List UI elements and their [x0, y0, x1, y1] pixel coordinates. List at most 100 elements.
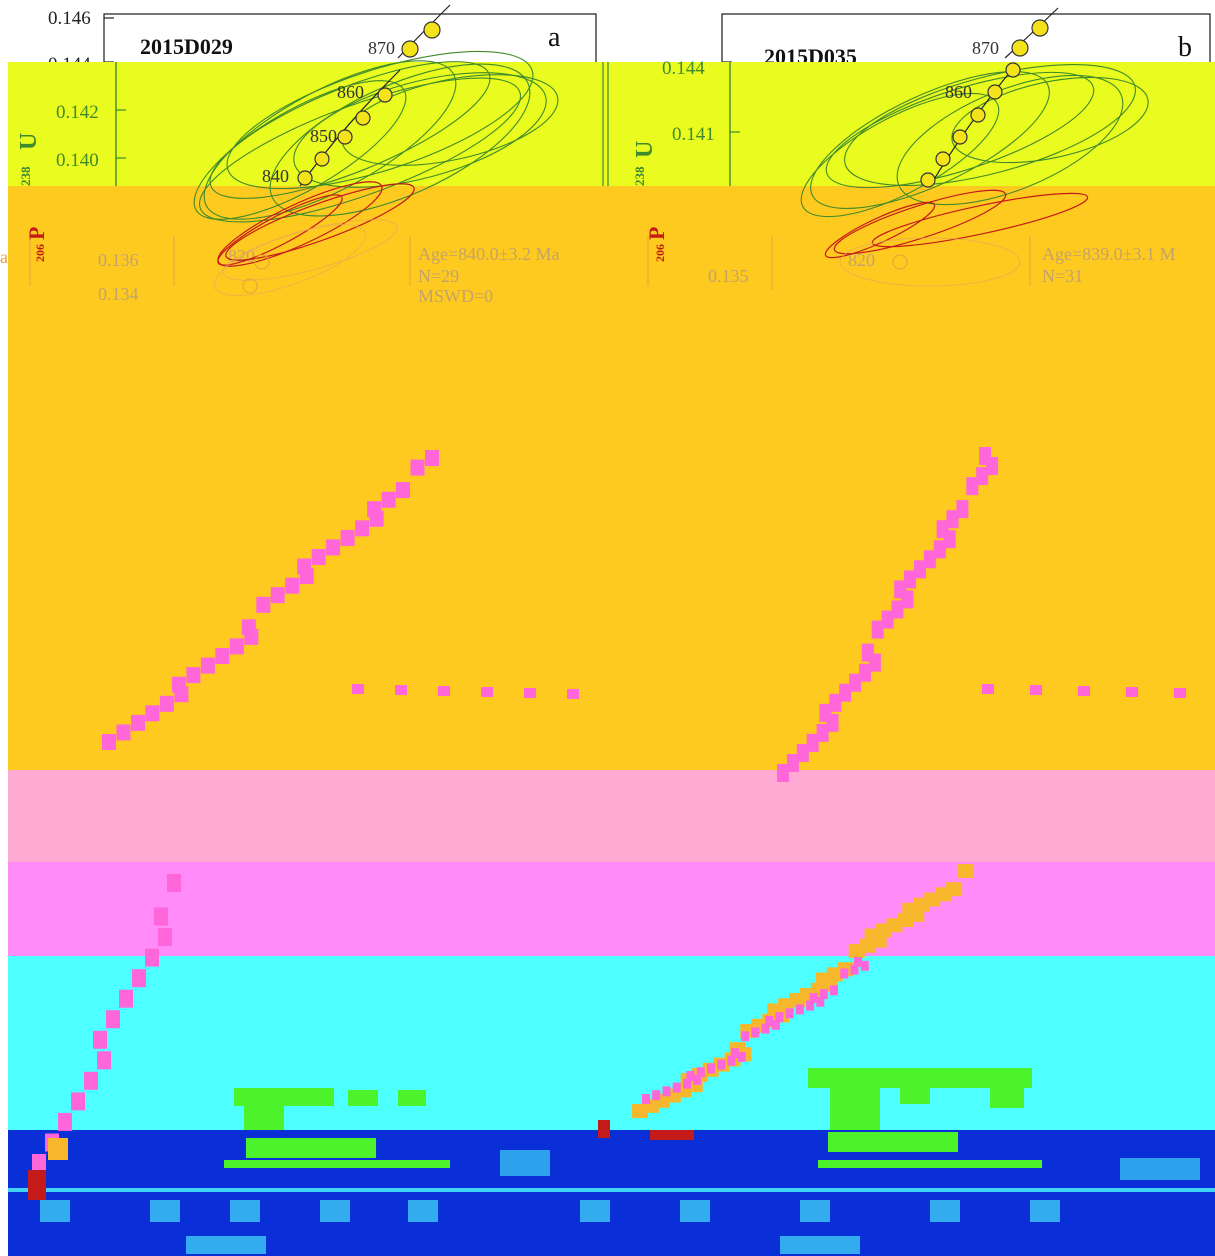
- glitch-mark: [97, 1051, 111, 1070]
- age-dot-870-a: [401, 40, 419, 58]
- age-dot-880-b: [1031, 19, 1049, 37]
- age-dot-820-b: [892, 254, 908, 270]
- glitch-mark: [154, 907, 168, 926]
- glitch-mark: [381, 491, 396, 508]
- glitch-mark: [830, 985, 838, 996]
- x-tick-label-block: [40, 1200, 70, 1222]
- panel-letter-a-faded: a: [0, 247, 8, 267]
- y-tick-0146-a: 0.146: [48, 8, 91, 29]
- glitch-mark: [696, 1067, 705, 1078]
- y-axis-superscript-b: 238: [632, 166, 647, 186]
- glitch-mark: [806, 733, 819, 752]
- glitch-mark: [923, 550, 936, 569]
- glitch-mark: [145, 948, 159, 967]
- y-tick-0140-a: 0.140: [56, 150, 99, 171]
- y-tick-0141-b: 0.141: [672, 124, 715, 145]
- glitch-mark: [894, 580, 907, 599]
- glitch-mark: [311, 549, 326, 565]
- error-ellipse: [293, 72, 547, 188]
- age-dot-860-a: [377, 87, 393, 103]
- y-tick-0134-a: 0.134: [98, 284, 139, 304]
- error-ellipse: [833, 189, 1007, 255]
- error-ellipse: [198, 77, 522, 223]
- red-block: [598, 1120, 610, 1138]
- x-tick-label-block: [1030, 1200, 1060, 1222]
- glitch-mark: [861, 643, 874, 662]
- glitch-mark: [850, 964, 859, 975]
- glitch-mark: [285, 577, 300, 594]
- glitch-mark: [425, 450, 439, 466]
- glitch-mark: [871, 620, 884, 639]
- error-ellipse: [871, 192, 1089, 248]
- green-block: [244, 1106, 284, 1130]
- bottom-ticks: [8, 1120, 1215, 1254]
- panel-letter-a: a: [548, 22, 561, 53]
- error-ellipse: [193, 80, 407, 220]
- glitch-marks: [32, 447, 1186, 1172]
- red-block: [28, 1170, 46, 1200]
- glitch-mark: [340, 529, 355, 546]
- green-block: [900, 1088, 930, 1104]
- glitch-mark: [116, 724, 131, 741]
- glitch-mark: [761, 1023, 770, 1034]
- concordia-label-820-b: 820: [848, 250, 875, 270]
- x-tick-label-block: [320, 1200, 350, 1222]
- glitch-mark: [829, 693, 842, 712]
- age-dot-840-a: [297, 170, 313, 186]
- age-dot-845-a: [314, 151, 330, 167]
- error-ellipse: [839, 237, 1021, 287]
- sample-label-a: 2015D029: [140, 34, 233, 59]
- n-text-a: N=29: [418, 266, 459, 286]
- glitch-mark: [132, 969, 146, 988]
- y-axis-unit-a: U: [16, 133, 42, 150]
- band-blue: [8, 1130, 1215, 1256]
- glitch-mark: [396, 482, 410, 499]
- glitch-mark: [786, 754, 799, 772]
- age-dot-870-b: [1011, 39, 1029, 57]
- ellipses-b-green: [800, 63, 1149, 218]
- concordia-label-860-b: 860: [945, 82, 972, 102]
- concordia-label-850-a: 850: [310, 126, 337, 146]
- glitch-mark: [367, 501, 382, 518]
- glitch-mark: [355, 520, 370, 537]
- glitch-mark: [976, 467, 989, 486]
- error-ellipse: [810, 71, 1050, 209]
- green-block: [808, 1068, 1032, 1088]
- glitch-mark: [159, 695, 174, 712]
- glitch-mark: [956, 500, 969, 519]
- error-ellipse: [800, 92, 1000, 218]
- ellipses-a-red: [217, 181, 415, 267]
- glitch-mark: [567, 689, 579, 699]
- error-ellipse: [226, 50, 534, 190]
- glitch-mark: [982, 684, 994, 694]
- error-ellipse: [269, 63, 531, 217]
- glitch-mark: [819, 703, 832, 722]
- glitch-mark: [741, 1031, 750, 1042]
- glitch-mark: [1126, 687, 1138, 697]
- green-block: [828, 1132, 958, 1152]
- band-yellow-green: [8, 62, 1215, 186]
- green-line: [224, 1160, 450, 1168]
- glitch-mark: [131, 714, 145, 731]
- glitch-mark: [693, 1074, 702, 1085]
- glitch-mark: [806, 1000, 815, 1011]
- glitch-mark: [71, 1092, 85, 1111]
- glitch-mark: [730, 1048, 739, 1059]
- green-block: [348, 1090, 378, 1106]
- band-pink: [8, 770, 1215, 862]
- glitch-mark: [1078, 686, 1090, 696]
- glitch-mark: [809, 993, 818, 1003]
- green-block: [398, 1090, 426, 1106]
- concordia-label-840-a: 840: [262, 166, 289, 186]
- glitch-mark: [229, 638, 244, 655]
- glitch-mark: [785, 1008, 794, 1019]
- glitch-mark: [796, 743, 809, 762]
- y-tick-0144-b: 0.144: [662, 58, 705, 79]
- glitch-mark: [326, 539, 341, 556]
- glitch-mark: [241, 619, 256, 636]
- glitch-mark: [215, 648, 230, 664]
- yellow-block: [48, 1138, 68, 1160]
- glitch-mark: [840, 968, 849, 979]
- error-ellipse: [222, 219, 398, 281]
- green-block: [990, 1088, 1024, 1108]
